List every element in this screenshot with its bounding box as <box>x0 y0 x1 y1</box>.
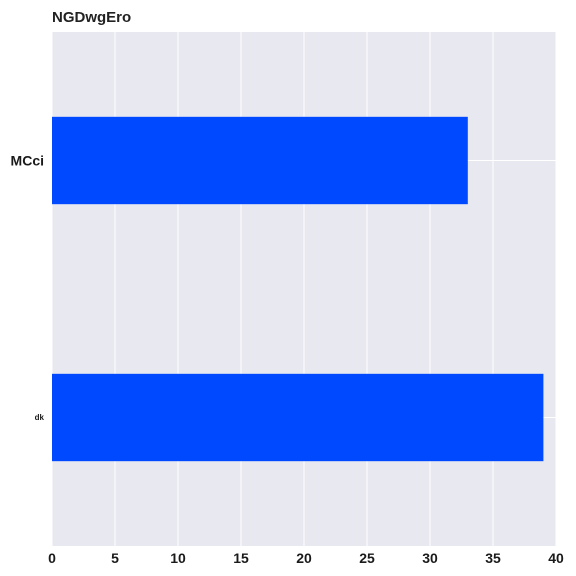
y-tick-label: MCci <box>11 153 44 169</box>
y-axis-tick-labels: MCci dk <box>11 153 45 423</box>
x-axis-tick-labels: 0 5 10 15 20 25 30 35 40 <box>48 550 564 566</box>
y-tick-label: dk <box>35 413 45 422</box>
x-tick-label: 10 <box>170 550 186 566</box>
bar <box>52 116 468 205</box>
x-tick-label: 5 <box>111 550 119 566</box>
x-tick-label: 35 <box>485 550 501 566</box>
x-tick-label: 0 <box>48 550 56 566</box>
x-tick-label: 40 <box>548 550 564 566</box>
x-tick-label: 15 <box>233 550 249 566</box>
chart-title: NGDwgEro <box>52 9 131 26</box>
x-tick-label: 20 <box>296 550 312 566</box>
x-tick-label: 25 <box>359 550 375 566</box>
bar <box>52 373 544 462</box>
bars <box>52 116 544 462</box>
x-tick-label: 30 <box>422 550 438 566</box>
